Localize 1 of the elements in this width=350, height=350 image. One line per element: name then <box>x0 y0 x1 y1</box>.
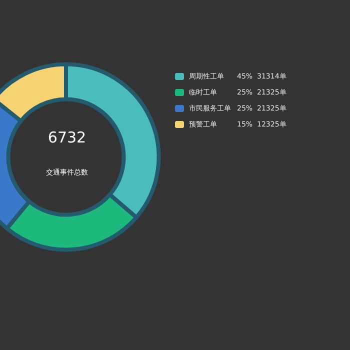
text: 6732 <box>48 128 86 146</box>
